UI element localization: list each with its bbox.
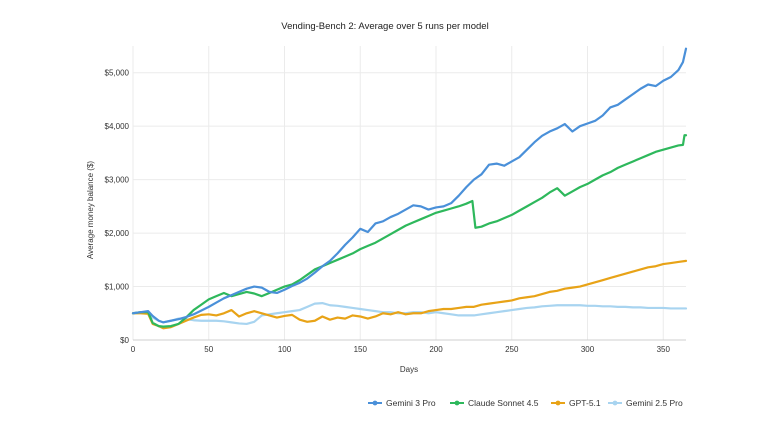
y-axis-title: Average money balance ($) bbox=[86, 161, 95, 259]
y-tick-label: $5,000 bbox=[105, 69, 130, 78]
x-tick-label: 200 bbox=[429, 345, 443, 354]
legend-label: Claude Sonnet 4.5 bbox=[468, 398, 539, 408]
x-tick-label: 100 bbox=[278, 345, 292, 354]
legend-item: Gemini 2.5 Pro bbox=[608, 398, 683, 408]
legend: Gemini 3 Pro Claude Sonnet 4.5 GPT-5.1 Gemi… bbox=[368, 398, 683, 408]
x-tick-label: 50 bbox=[204, 345, 213, 354]
legend-label: Gemini 2.5 Pro bbox=[626, 398, 683, 408]
legend-item: Gemini 3 Pro bbox=[368, 398, 436, 408]
legend-item: GPT-5.1 bbox=[551, 398, 601, 408]
x-axis-title: Days bbox=[400, 365, 418, 374]
y-tick-label: $2,000 bbox=[105, 229, 130, 238]
x-tick-label: 0 bbox=[131, 345, 136, 354]
series-line-claude-sonnet-4-5 bbox=[131, 134, 688, 328]
series-lines bbox=[131, 47, 688, 330]
legend-label: Gemini 3 Pro bbox=[386, 398, 436, 408]
x-tick-label: 150 bbox=[354, 345, 368, 354]
y-tick-label: $0 bbox=[120, 336, 129, 345]
axes: $0 $1,000 $2,000 $3,000 $4,000 $5,000 0 50 100 15… bbox=[105, 69, 686, 354]
legend-item: Claude Sonnet 4.5 bbox=[450, 398, 539, 408]
legend-swatch-marker bbox=[612, 400, 618, 406]
legend-swatch-marker bbox=[555, 400, 561, 406]
legend-label: GPT-5.1 bbox=[569, 398, 601, 408]
chart-title: Vending-Bench 2: Average over 5 runs per… bbox=[281, 21, 488, 32]
y-tick-label: $4,000 bbox=[105, 122, 130, 131]
x-tick-label: 250 bbox=[505, 345, 519, 354]
legend-swatch-marker bbox=[454, 400, 460, 406]
y-tick-label: $1,000 bbox=[105, 283, 130, 292]
y-tick-label: $3,000 bbox=[105, 176, 130, 185]
x-tick-label: 350 bbox=[657, 345, 671, 354]
series-line-gpt-5-1 bbox=[131, 259, 688, 330]
legend-swatch-marker bbox=[372, 400, 378, 406]
grid-lines bbox=[132, 46, 686, 341]
series-line-gemini-3-pro bbox=[131, 47, 688, 324]
x-tick-label: 300 bbox=[581, 345, 595, 354]
